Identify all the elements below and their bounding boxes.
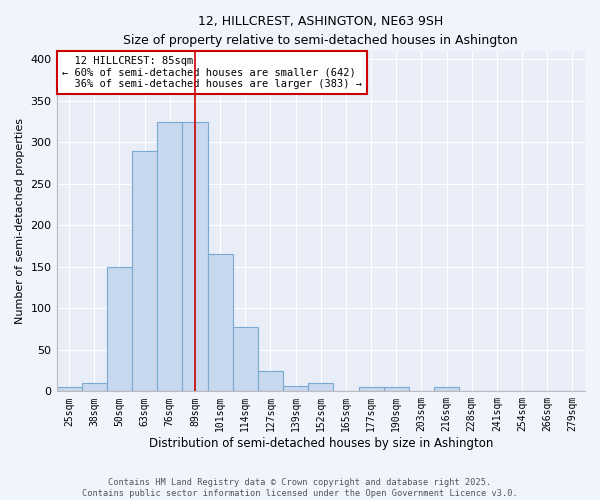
Bar (208, 254, 233, 392)
Bar (258, 370, 283, 392)
Bar (132, 150, 157, 392)
Bar (509, 390, 535, 392)
Bar (283, 386, 308, 392)
X-axis label: Distribution of semi-detached houses by size in Ashington: Distribution of semi-detached houses by … (149, 437, 493, 450)
Bar (107, 267, 132, 392)
Bar (308, 383, 334, 392)
Bar (383, 387, 409, 392)
Bar (182, 122, 208, 392)
Bar (233, 328, 258, 392)
Bar (157, 122, 182, 392)
Bar (56, 387, 82, 392)
Title: 12, HILLCREST, ASHINGTON, NE63 9SH
Size of property relative to semi-detached ho: 12, HILLCREST, ASHINGTON, NE63 9SH Size … (124, 15, 518, 47)
Text: 12 HILLCREST: 85sqm
← 60% of semi-detached houses are smaller (642)
  36% of sem: 12 HILLCREST: 85sqm ← 60% of semi-detach… (62, 56, 362, 90)
Y-axis label: Number of semi-detached properties: Number of semi-detached properties (15, 118, 25, 324)
Text: Contains HM Land Registry data © Crown copyright and database right 2025.
Contai: Contains HM Land Registry data © Crown c… (82, 478, 518, 498)
Bar (434, 387, 459, 392)
Bar (82, 383, 107, 392)
Bar (359, 387, 383, 392)
